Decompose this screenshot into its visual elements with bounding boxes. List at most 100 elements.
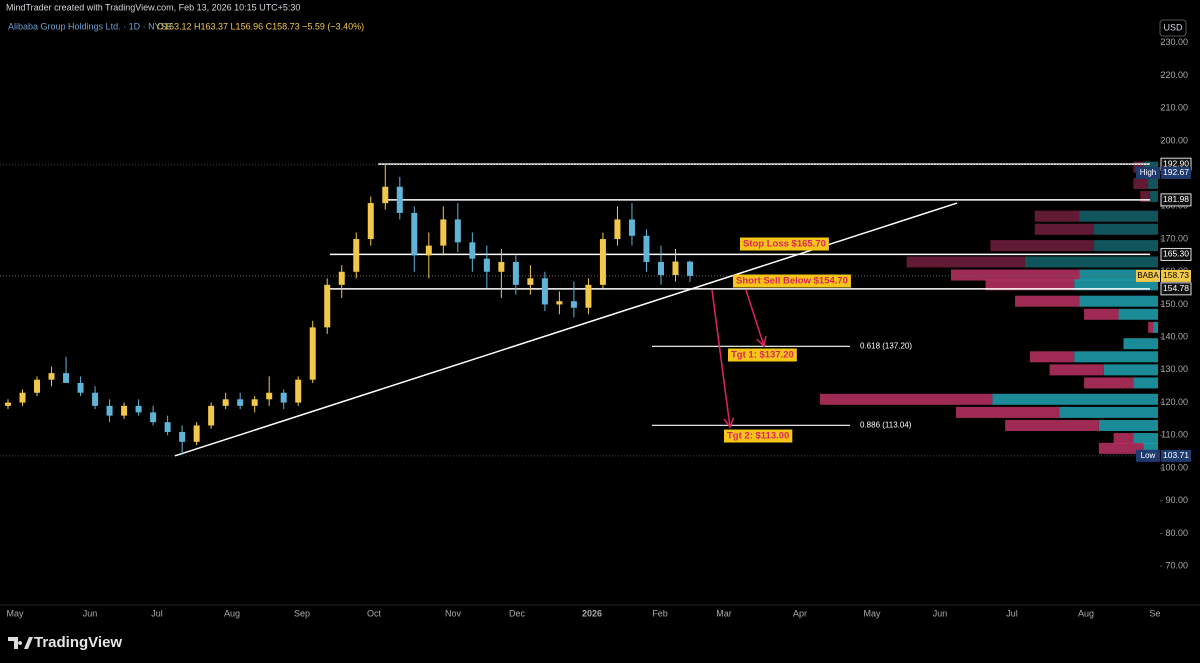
y-tick-label: 220.00 xyxy=(1160,70,1188,80)
price-tag xyxy=(1160,193,1192,207)
arrow xyxy=(745,289,765,347)
candle-body xyxy=(570,301,577,308)
volume-bar xyxy=(1148,321,1154,333)
volume-bar xyxy=(1059,406,1158,418)
x-tick-label: Nov xyxy=(445,608,462,618)
volume-bar xyxy=(906,256,1025,268)
price-tag-label: 158.73 xyxy=(1163,270,1189,280)
candle-body xyxy=(237,399,244,406)
candle-body xyxy=(193,425,200,442)
candle-body xyxy=(599,239,606,285)
candle-body xyxy=(266,392,273,400)
candle-body xyxy=(367,203,374,240)
candle-body xyxy=(135,405,142,413)
candle-body xyxy=(63,373,70,383)
volume-bar xyxy=(1133,377,1158,389)
volume-bar xyxy=(1029,351,1075,363)
candle-body xyxy=(527,278,534,285)
volume-bar xyxy=(1153,321,1158,333)
currency-box[interactable] xyxy=(1159,19,1187,37)
candle-body xyxy=(222,399,229,406)
price-tag xyxy=(1161,449,1191,462)
candle-body xyxy=(382,186,389,204)
volume-bar xyxy=(1098,419,1158,431)
volume-bar xyxy=(985,279,1075,291)
volume-bar xyxy=(1084,308,1119,320)
callout-box xyxy=(740,237,829,251)
callout-box xyxy=(724,429,793,443)
price-tag xyxy=(1161,166,1191,179)
candle-body xyxy=(19,392,26,403)
x-tick-label: Jul xyxy=(151,608,163,618)
candle-body xyxy=(687,261,693,276)
price-tag-label: 181.98 xyxy=(1163,194,1189,204)
fib-label: 0.618 (137.20) xyxy=(860,341,912,350)
volume-bar xyxy=(1079,210,1158,222)
candle-body xyxy=(309,327,316,380)
volume-bar xyxy=(1143,442,1158,454)
y-tick-label: 90.00 xyxy=(1165,495,1188,505)
x-tick-label: Aug xyxy=(1078,608,1094,618)
price-tag-label: 103.71 xyxy=(1163,450,1189,460)
volume-bar xyxy=(1113,433,1134,445)
price-tag-label: 192.90 xyxy=(1163,158,1189,168)
y-tick-label: 230.00 xyxy=(1160,37,1188,47)
volume-bar xyxy=(1005,419,1099,431)
x-tick-label: Sep xyxy=(294,608,310,618)
y-tick-label: 120.00 xyxy=(1160,397,1188,407)
tag-name-box xyxy=(1136,449,1160,462)
arrow-head xyxy=(756,336,767,348)
volume-bar xyxy=(1093,223,1158,235)
volume-bar xyxy=(1118,308,1158,320)
currency: USD xyxy=(1163,22,1183,32)
candle-body xyxy=(295,379,302,403)
ohlc: O163.12 H163.37 L156.96 C158.73 −5.59 (−… xyxy=(157,21,364,31)
x-tick-label: Jun xyxy=(933,608,948,618)
symbol: Alibaba Group Holdings Ltd. · 1D · NYSE xyxy=(8,21,173,31)
y-tick-label: 200.00 xyxy=(1160,135,1188,145)
candle-body xyxy=(643,235,650,262)
candle-body xyxy=(657,261,664,276)
arrow xyxy=(711,289,731,428)
callout-box xyxy=(733,274,851,288)
tag-name: High xyxy=(1140,168,1156,177)
candle-body xyxy=(411,212,418,256)
logo xyxy=(8,637,33,649)
y-tick-label: 100.00 xyxy=(1160,462,1188,472)
candle-body xyxy=(106,405,113,416)
candle-body xyxy=(164,422,171,433)
candle-body xyxy=(338,271,345,285)
candle-body xyxy=(541,278,548,305)
volume-bar xyxy=(1079,269,1158,281)
tag-name-box xyxy=(1136,269,1160,282)
x-tick-label: May xyxy=(863,608,881,618)
volume-bar xyxy=(1133,177,1149,189)
callout: Short Sell Below $154.70 xyxy=(736,276,848,287)
volume-bar xyxy=(1079,295,1158,307)
candle-body xyxy=(483,258,490,272)
brand: TradingView xyxy=(34,634,122,651)
candle-body xyxy=(672,261,679,276)
candle-body xyxy=(77,382,84,393)
x-tick-label: Apr xyxy=(793,608,807,618)
volume-bar xyxy=(1024,256,1158,268)
price-tag xyxy=(1161,269,1191,282)
candle-body xyxy=(179,432,186,442)
volume-bar xyxy=(1034,210,1080,222)
volume-bar xyxy=(1133,433,1158,445)
candle-body xyxy=(628,219,635,236)
callout: Stop Loss $165.70 xyxy=(743,239,826,250)
y-tick-label: 130.00 xyxy=(1160,364,1188,374)
x-tick-label: Oct xyxy=(367,608,382,618)
candle-body xyxy=(614,219,621,240)
volume-bar xyxy=(819,393,993,405)
callout: Tgt 2: $113.00 xyxy=(727,431,789,442)
volume-bar xyxy=(990,240,1094,252)
price-tag xyxy=(1160,282,1192,296)
price-tag-label: 154.78 xyxy=(1163,283,1189,293)
x-tick-label: Mar xyxy=(716,608,732,618)
candle-body xyxy=(251,399,258,406)
candle-body xyxy=(512,261,519,285)
price-tag xyxy=(1160,247,1192,261)
